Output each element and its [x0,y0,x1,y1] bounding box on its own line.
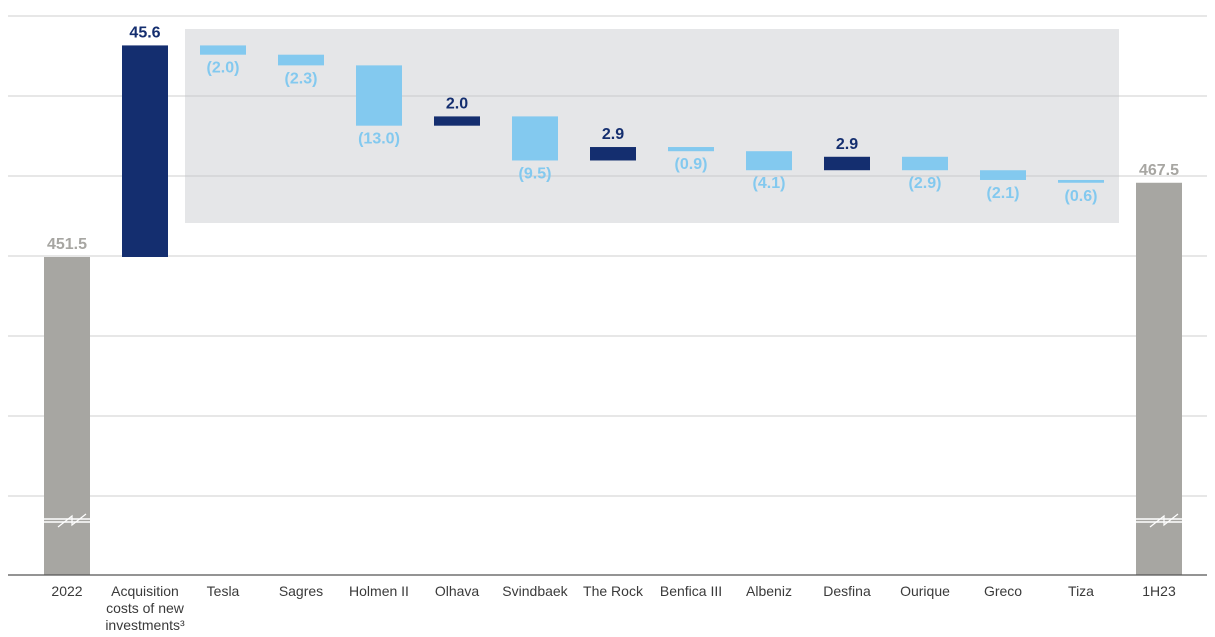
bar-14 [1136,182,1182,575]
category-label-7: The Rock [583,583,644,599]
bar-9 [746,151,792,171]
category-label-9: Albeniz [746,583,792,599]
axis-break-zigzag-0 [57,513,87,528]
value-label-5: 2.0 [446,95,468,112]
value-label-0: 451.5 [47,236,87,253]
bar-6 [512,116,558,161]
category-label-4: Holmen II [349,583,409,599]
value-label-2: (2.0) [207,60,240,77]
bar-10 [824,156,870,171]
category-label-13: Tiza [1068,583,1094,599]
value-label-9: (4.1) [753,175,786,192]
bar-1 [122,45,168,257]
bar-0 [44,257,90,575]
value-label-1: 45.6 [129,24,160,41]
bar-5 [434,116,480,126]
bar-4 [356,65,402,126]
category-label-12: Greco [984,583,1022,599]
category-label-14: 1H23 [1142,583,1176,599]
value-label-11: (2.9) [909,175,942,192]
axis-break-zigzag-14 [1149,513,1179,528]
value-label-6: (9.5) [519,165,552,182]
value-label-13: (0.6) [1065,188,1098,205]
value-label-14: 467.5 [1139,162,1179,179]
value-label-3: (2.3) [285,70,318,87]
bar-3 [278,54,324,66]
highlight-band [185,29,1119,223]
category-label-2: Tesla [207,583,240,599]
category-label-1: Acquisition costs of new investments³ [105,583,185,633]
bar-8 [668,147,714,152]
category-label-10: Desfina [823,583,871,599]
value-label-10: 2.9 [836,136,858,153]
value-label-12: (2.1) [987,185,1020,202]
category-label-6: Svindbaek [502,583,568,599]
value-label-4: (13.0) [358,131,400,148]
bar-7 [590,147,636,161]
category-label-8: Benfica III [660,583,722,599]
category-label-5: Olhava [435,583,480,599]
value-label-7: 2.9 [602,126,624,143]
category-label-11: Ourique [900,583,950,599]
value-label-8: (0.9) [675,156,708,173]
bar-2 [200,45,246,55]
bar-13 [1058,179,1104,183]
bar-12 [980,170,1026,180]
bar-11 [902,156,948,171]
category-label-3: Sagres [279,583,323,599]
category-label-0: 2022 [51,583,82,599]
